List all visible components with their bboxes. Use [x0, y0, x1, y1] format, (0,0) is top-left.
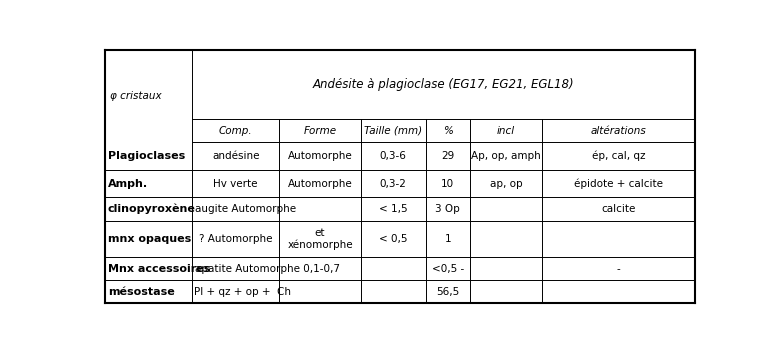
Text: épidote + calcite: épidote + calcite	[574, 178, 663, 189]
Text: %: %	[443, 126, 452, 136]
Text: 0,3-2: 0,3-2	[380, 178, 406, 189]
Text: < 1,5: < 1,5	[379, 204, 408, 214]
Text: Plagioclases: Plagioclases	[108, 151, 185, 161]
Text: ép, cal, qz: ép, cal, qz	[591, 151, 645, 161]
Text: <0,5 -: <0,5 -	[431, 264, 464, 274]
Text: Automorphe: Automorphe	[288, 178, 353, 189]
Text: 0,3-6: 0,3-6	[380, 151, 406, 161]
Text: Pl + qz + op +  Ch: Pl + qz + op + Ch	[194, 287, 291, 297]
Text: Taille (mm): Taille (mm)	[364, 126, 422, 136]
Text: 10: 10	[441, 178, 455, 189]
Text: Amph.: Amph.	[108, 178, 148, 189]
Text: andésine: andésine	[212, 151, 260, 161]
Text: mésostase: mésostase	[108, 287, 175, 297]
Text: apatite Automorphe 0,1-0,7: apatite Automorphe 0,1-0,7	[195, 264, 340, 274]
Text: 56,5: 56,5	[436, 287, 459, 297]
Text: ? Automorphe: ? Automorphe	[199, 234, 272, 244]
Text: Hv verte: Hv verte	[214, 178, 258, 189]
Text: clinopyroxène: clinopyroxène	[108, 204, 196, 214]
Text: φ cristaux: φ cristaux	[109, 91, 161, 101]
Text: -: -	[616, 264, 620, 274]
Text: 3 Op: 3 Op	[435, 204, 460, 214]
Text: 29: 29	[441, 151, 455, 161]
Text: ap, op: ap, op	[490, 178, 523, 189]
Text: et
xénomorphe: et xénomorphe	[287, 228, 353, 250]
Text: Mnx accessoires: Mnx accessoires	[108, 264, 210, 274]
Text: incl: incl	[497, 126, 515, 136]
Text: mnx opaques: mnx opaques	[108, 234, 191, 244]
Text: < 0,5: < 0,5	[379, 234, 407, 244]
Text: Forme: Forme	[303, 126, 337, 136]
Text: Andésite à plagioclase (EG17, EG21, EGL18): Andésite à plagioclase (EG17, EG21, EGL1…	[313, 78, 574, 91]
Text: altérations: altérations	[590, 126, 646, 136]
Text: Comp.: Comp.	[219, 126, 253, 136]
Text: augite Automorphe: augite Automorphe	[195, 204, 296, 214]
Text: calcite: calcite	[601, 204, 636, 214]
Text: Ap, op, amph: Ap, op, amph	[471, 151, 541, 161]
Text: Automorphe: Automorphe	[288, 151, 353, 161]
Text: 1: 1	[445, 234, 451, 244]
